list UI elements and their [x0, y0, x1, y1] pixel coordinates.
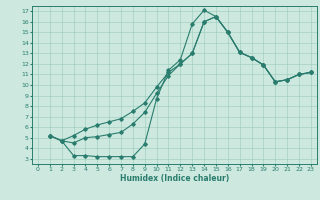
X-axis label: Humidex (Indice chaleur): Humidex (Indice chaleur)	[120, 174, 229, 183]
